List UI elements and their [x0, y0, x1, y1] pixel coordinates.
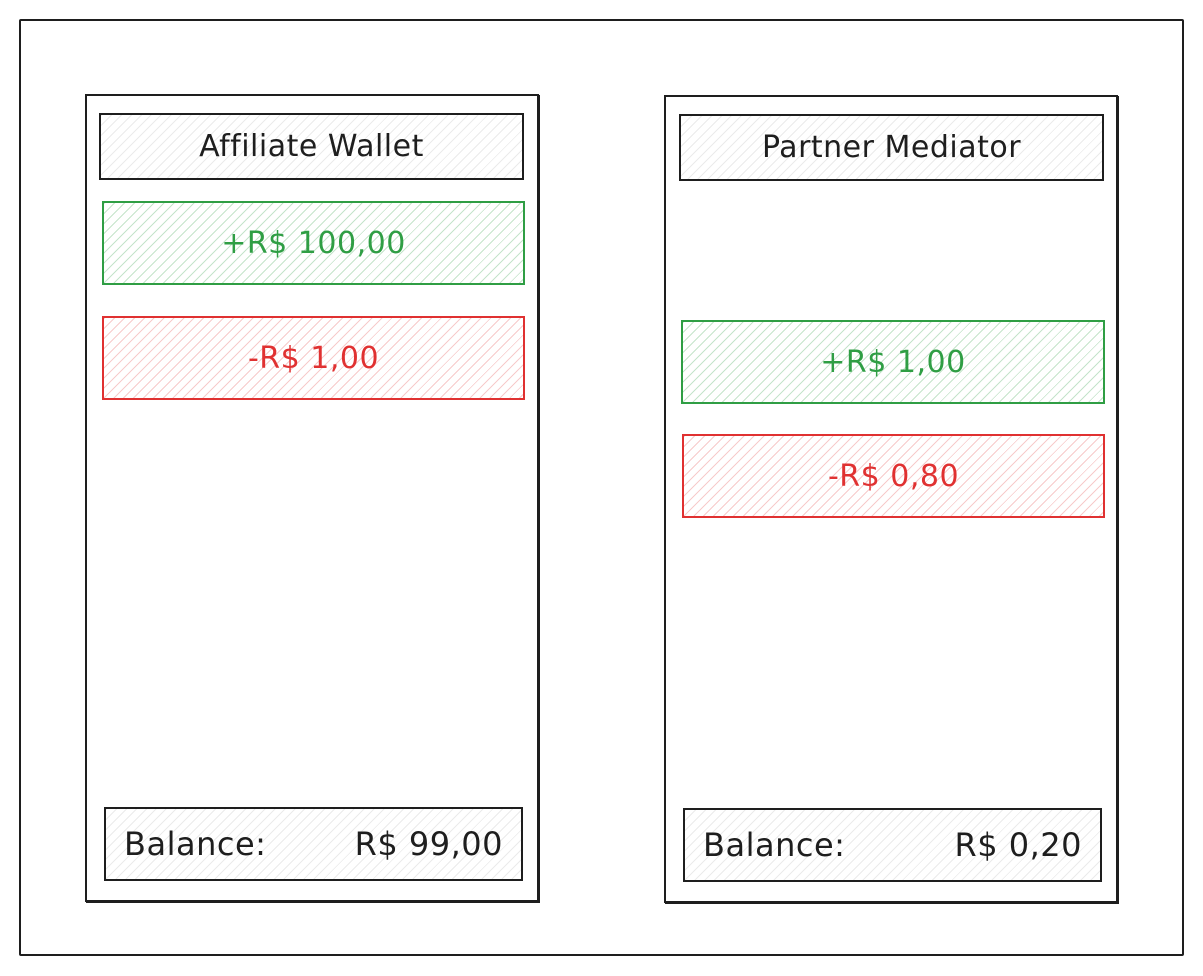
partner-mediator-title: Partner Mediator [761, 130, 1022, 165]
affiliate-wallet-credit: +R$ 100,00 [221, 225, 406, 261]
partner-mediator-balance-value: R$ 0,20 [954, 826, 1082, 864]
affiliate-wallet-balance-value: R$ 99,00 [354, 825, 503, 863]
affiliate-wallet-panel [85, 94, 539, 902]
partner-mediator-balance-box: Balance: R$ 0,20 [683, 808, 1102, 882]
affiliate-wallet-debit-box: -R$ 1,00 [102, 316, 525, 400]
affiliate-wallet-debit: -R$ 1,00 [247, 340, 380, 376]
affiliate-wallet-balance-box: Balance: R$ 99,00 [104, 807, 523, 881]
partner-mediator-balance-label: Balance: [703, 826, 846, 864]
affiliate-wallet-balance-label: Balance: [124, 825, 267, 863]
diagram-frame [19, 19, 1184, 956]
partner-mediator-credit: +R$ 1,00 [820, 344, 966, 380]
partner-mediator-debit-box: -R$ 0,80 [682, 434, 1105, 518]
affiliate-wallet-title: Affiliate Wallet [199, 129, 424, 164]
affiliate-wallet-credit-box: +R$ 100,00 [102, 201, 525, 285]
partner-mediator-panel [664, 95, 1118, 903]
partner-mediator-title-box: Partner Mediator [679, 114, 1104, 181]
partner-mediator-credit-box: +R$ 1,00 [681, 320, 1105, 404]
partner-mediator-debit: -R$ 0,80 [827, 458, 960, 494]
affiliate-wallet-title-box: Affiliate Wallet [99, 113, 524, 180]
